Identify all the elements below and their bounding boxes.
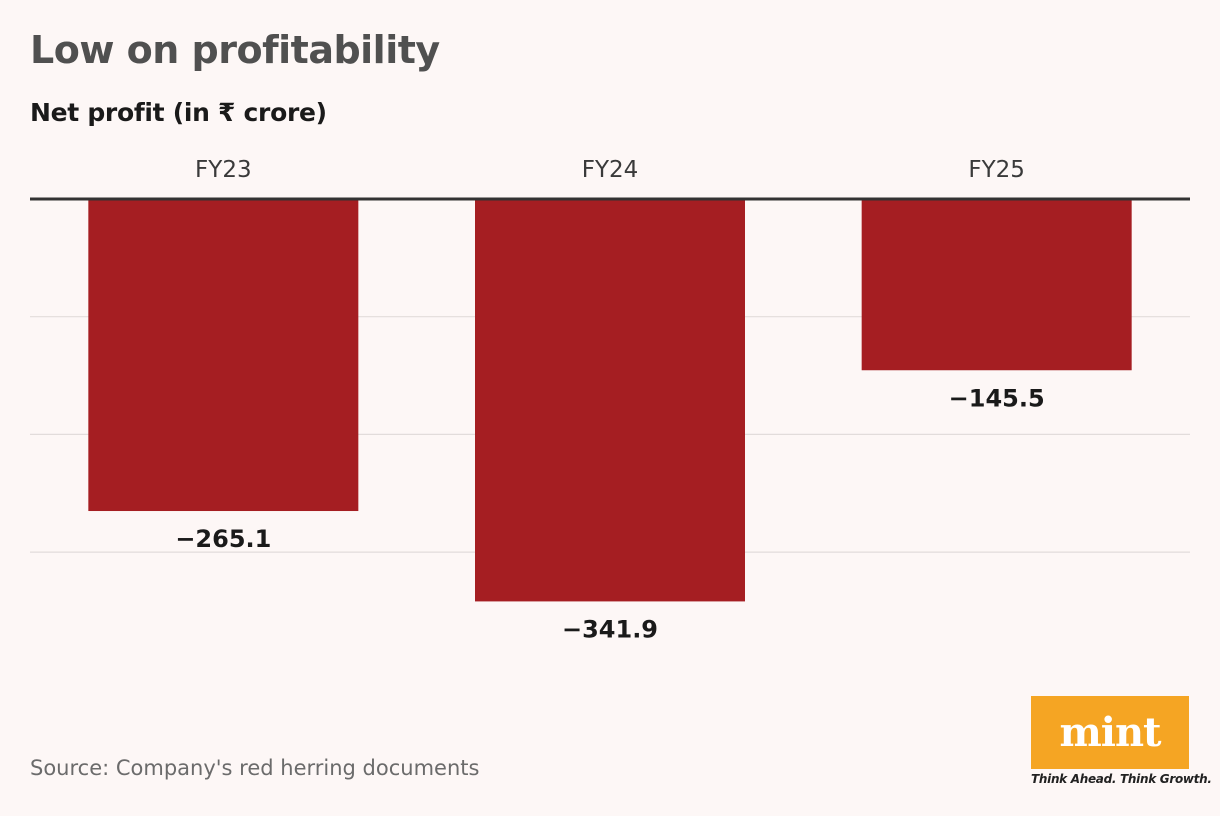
chart-subtitle: Net profit (in ₹ crore) <box>30 98 327 127</box>
mint-logo: mint Think Ahead. Think Growth. <box>1031 696 1212 786</box>
category-label: FY23 <box>195 157 252 183</box>
bar <box>475 199 745 602</box>
mint-logo-text: mint <box>1059 709 1161 756</box>
source-note: Source: Company's red herring documents <box>30 756 480 780</box>
chart-title: Low on profitability <box>30 28 440 72</box>
data-label: −265.1 <box>175 525 271 553</box>
bar <box>88 199 359 512</box>
bar <box>861 199 1132 371</box>
category-label: FY25 <box>968 157 1025 183</box>
bar-chart: FY23 −265.1 FY24 −341.9 FY25 −145.5 <box>30 157 1190 643</box>
mint-tagline: Think Ahead. Think Growth. <box>1031 772 1212 786</box>
mint-logo-box: mint <box>1031 696 1189 769</box>
data-label: −145.5 <box>949 384 1045 412</box>
category-label: FY24 <box>582 157 639 183</box>
data-label: −341.9 <box>562 615 658 643</box>
